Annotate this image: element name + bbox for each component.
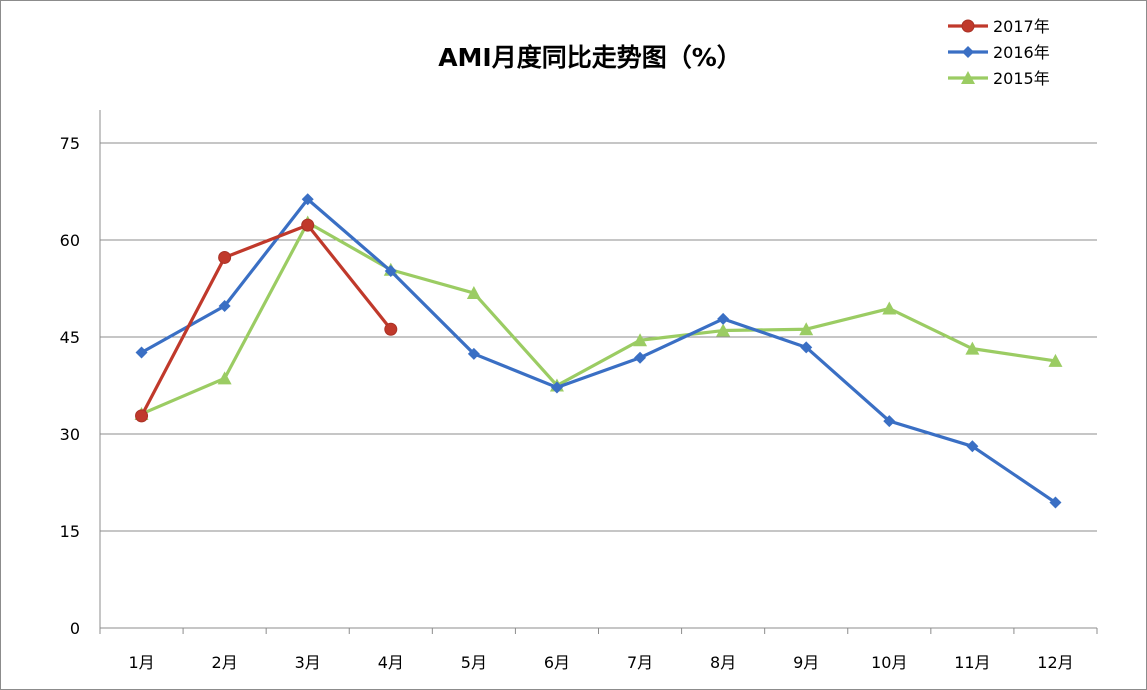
data-point xyxy=(550,381,563,394)
x-axis-ticks: 1月 2月 3月 4月 5月 6月 7月 8月 9月 10月 11月 12月 xyxy=(99,628,1098,672)
data-point xyxy=(634,351,647,364)
y-tick-label: 60 xyxy=(60,231,80,250)
y-tick-label: 45 xyxy=(60,328,80,347)
y-tick-label: 30 xyxy=(60,425,80,444)
legend-swatch-marker xyxy=(961,71,975,84)
x-tick-label: 10月 xyxy=(871,653,907,672)
data-point xyxy=(384,322,398,336)
x-tick-label: 1月 xyxy=(128,653,154,672)
x-tick-label: 3月 xyxy=(295,653,321,672)
legend-label: 2017年 xyxy=(993,17,1050,36)
legend-item: 2015年 xyxy=(948,69,1050,88)
legend-label: 2015年 xyxy=(993,69,1050,88)
data-point xyxy=(135,346,148,359)
x-tick-label: 12月 xyxy=(1037,653,1073,672)
series-2015年 xyxy=(134,215,1063,420)
x-tick-label: 7月 xyxy=(627,653,653,672)
legend: 2017年 2016年 2015年 xyxy=(948,17,1050,88)
data-point xyxy=(466,286,481,300)
axes xyxy=(99,110,1097,629)
data-point xyxy=(217,371,232,385)
data-point xyxy=(218,299,231,312)
series-line xyxy=(140,220,1056,416)
y-tick-label: 0 xyxy=(70,619,80,638)
data-point xyxy=(1048,353,1063,367)
data-point xyxy=(384,265,397,278)
legend-swatch-marker xyxy=(961,19,975,33)
series-group xyxy=(134,193,1063,509)
data-point xyxy=(301,218,315,232)
series-2016年 xyxy=(135,193,1062,509)
data-point xyxy=(135,409,149,423)
chart-title: AMI月度同比走势图（%） xyxy=(438,43,742,72)
legend-swatch-marker xyxy=(962,46,974,58)
y-tick-label: 75 xyxy=(60,134,80,153)
data-point xyxy=(800,341,813,354)
y-axis-ticks: 0 15 30 45 60 75 xyxy=(60,134,80,638)
data-point xyxy=(301,193,314,206)
legend-label: 2016年 xyxy=(993,43,1050,62)
x-tick-label: 6月 xyxy=(544,653,570,672)
x-tick-label: 5月 xyxy=(461,653,487,672)
legend-item: 2017年 xyxy=(948,17,1050,36)
data-point xyxy=(965,341,980,355)
x-tick-label: 8月 xyxy=(710,653,736,672)
series-line xyxy=(140,197,1057,504)
data-point xyxy=(633,333,648,347)
legend-item: 2016年 xyxy=(948,43,1050,62)
data-point xyxy=(716,323,731,337)
data-point xyxy=(218,250,232,264)
x-tick-label: 9月 xyxy=(793,653,819,672)
data-point xyxy=(799,322,814,336)
data-point xyxy=(882,301,897,315)
series-2017年 xyxy=(135,218,398,423)
series-line xyxy=(140,223,393,417)
y-tick-label: 15 xyxy=(60,522,80,541)
x-tick-label: 4月 xyxy=(378,653,404,672)
x-tick-label: 11月 xyxy=(954,653,990,672)
x-tick-label: 2月 xyxy=(212,653,238,672)
data-point xyxy=(717,312,730,325)
data-point xyxy=(467,347,480,360)
data-point xyxy=(966,440,979,453)
data-point xyxy=(883,415,896,428)
data-point xyxy=(1049,496,1062,509)
